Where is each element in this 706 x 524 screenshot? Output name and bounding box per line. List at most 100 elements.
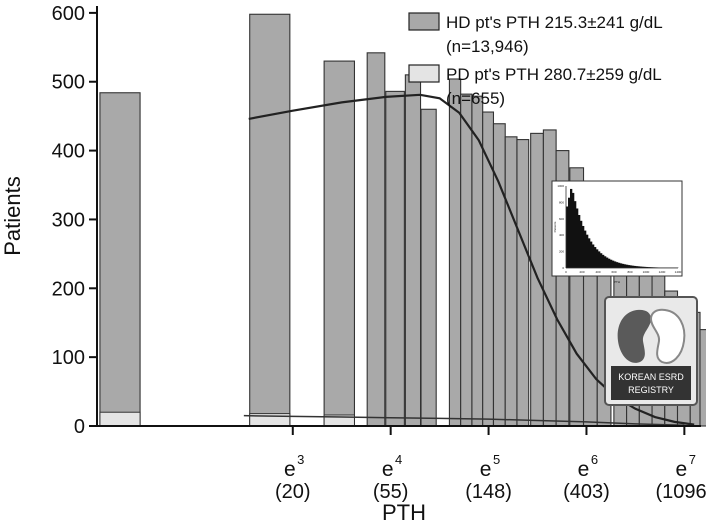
inset-bar: [636, 266, 639, 268]
inset-bar: [580, 220, 583, 268]
inset-bar: [620, 263, 623, 268]
inset-bar: [576, 208, 579, 268]
y-tick-label: 300: [52, 209, 85, 231]
hd-bar: [460, 93, 473, 427]
x-tick-exponent: 7: [689, 452, 696, 467]
legend-pd-n: (n=655): [446, 89, 505, 108]
inset-bar: [616, 262, 619, 268]
inset-bar: [618, 262, 621, 268]
hd-bar: [404, 74, 422, 427]
logo-line2: REGISTRY: [628, 385, 674, 395]
hd-bar: [366, 52, 386, 427]
inset-bar: [642, 266, 645, 268]
x-tick-value: (55): [373, 481, 409, 503]
inset-bar: [610, 259, 613, 268]
inset-bar: [624, 264, 627, 268]
inset-bar: [604, 256, 607, 268]
y-tick-label: 400: [52, 141, 85, 163]
inset-histogram: 1000 800 600 400 200 00 200 400 600 800 1000 1200 14…: [551, 180, 683, 284]
legend-swatch-hd: [408, 12, 440, 31]
inset-x-tick: 0: [565, 270, 567, 274]
inset-bar: [592, 244, 595, 268]
inset-y-tick: 1000: [557, 184, 564, 188]
inset-bar: [598, 251, 601, 268]
hd-bar: [249, 13, 291, 427]
hd-bar: [385, 90, 405, 427]
inset-bar: [650, 267, 653, 268]
x-tick-base: e: [676, 458, 688, 481]
inset-bar: [640, 266, 643, 268]
x-tick-value: (148): [465, 481, 512, 503]
inset-bar: [606, 257, 609, 268]
x-tick-exponent: 5: [493, 452, 500, 467]
inset-y-tick: 600: [559, 217, 564, 221]
legend-hd-n: (n=13,946): [446, 37, 529, 56]
inset-bar: [570, 188, 573, 268]
inset-bar: [622, 263, 625, 268]
inset-bar: [566, 206, 569, 268]
inset-bar: [612, 260, 615, 268]
inset-bars: [565, 186, 679, 269]
x-tick-base: e: [480, 458, 492, 481]
y-tick-label: 0: [74, 416, 85, 438]
inset-bar: [584, 230, 587, 268]
inset-bar: [590, 241, 593, 268]
legend-pd-label: PD pt's PTH 280.7±259 g/dL: [446, 65, 662, 84]
kidney-outline-icon: [649, 308, 686, 364]
inset-bar: [574, 201, 577, 268]
x-axis-label: PTH: [382, 500, 426, 524]
inset-bar: [634, 265, 637, 268]
x-tick-exponent: 4: [395, 452, 402, 467]
inset-y-tick: 200: [559, 250, 564, 254]
inset-y-label: Patients: [553, 221, 557, 232]
korean-esrd-registry-logo: KOREAN ESRD REGISTRY: [604, 296, 698, 406]
inset-bar: [628, 265, 631, 268]
inset-bar: [568, 197, 571, 268]
hd-bar: [530, 132, 544, 427]
x-tick-base: e: [382, 458, 394, 481]
inset-x-tick: 600: [611, 270, 616, 274]
inset-ticks: 1000 800 600 400 200 00 200 400 600 800 1000 1200 14…: [557, 184, 681, 274]
inset-y-tick: 400: [559, 233, 564, 237]
inset-bar: [588, 238, 591, 268]
kidney-dark-icon: [617, 309, 651, 363]
y-tick-label: 100: [52, 347, 85, 369]
legend-hd-label: HD pt's PTH 215.3±241 g/dL: [446, 13, 663, 32]
x-axis-ticks: e3(20)e4(55)e5(148)e6(403)e7(1096): [275, 426, 706, 503]
hd-bar: [99, 92, 141, 427]
inset-bar: [594, 247, 597, 268]
y-tick-label: 600: [52, 3, 85, 25]
x-tick-value: (1096): [655, 481, 706, 503]
inset-y-tick: 0: [562, 266, 564, 270]
inset-x-tick: 1400: [675, 270, 682, 274]
pd-curve-line: [243, 414, 685, 427]
inset-bar: [632, 265, 635, 268]
inset-bar: [608, 258, 611, 268]
inset-x-tick: 400: [595, 270, 600, 274]
inset-bar: [582, 225, 585, 268]
logo-label-band: [611, 366, 691, 400]
hd-bar: [542, 129, 557, 427]
inset-bar: [614, 261, 617, 268]
legend: HD pt's PTH 215.3±241 g/dL (n=13,946) PD…: [408, 12, 663, 108]
inset-x-tick: 200: [579, 270, 584, 274]
hd-bar: [448, 78, 462, 427]
hd-bar: [420, 108, 437, 427]
inset-bar: [626, 264, 629, 268]
legend-swatch-pd: [408, 64, 440, 83]
inset-bar: [602, 254, 605, 268]
hd-bar: [492, 123, 506, 427]
inset-bar: [646, 266, 649, 268]
pd-bars: [99, 411, 355, 427]
inset-bar: [630, 265, 633, 268]
inset-bar: [586, 234, 589, 268]
inset-bar: [572, 192, 575, 268]
hd-fit-curve: [248, 93, 695, 426]
inset-bar: [600, 253, 603, 268]
y-axis-ticks: 0 100 200 300 400 500 600: [52, 3, 97, 438]
inset-bar: [644, 266, 647, 268]
hd-bar: [516, 139, 530, 427]
inset-x-tick: 1000: [643, 270, 650, 274]
x-tick-exponent: 3: [297, 452, 304, 467]
inset-bar: [578, 215, 581, 268]
